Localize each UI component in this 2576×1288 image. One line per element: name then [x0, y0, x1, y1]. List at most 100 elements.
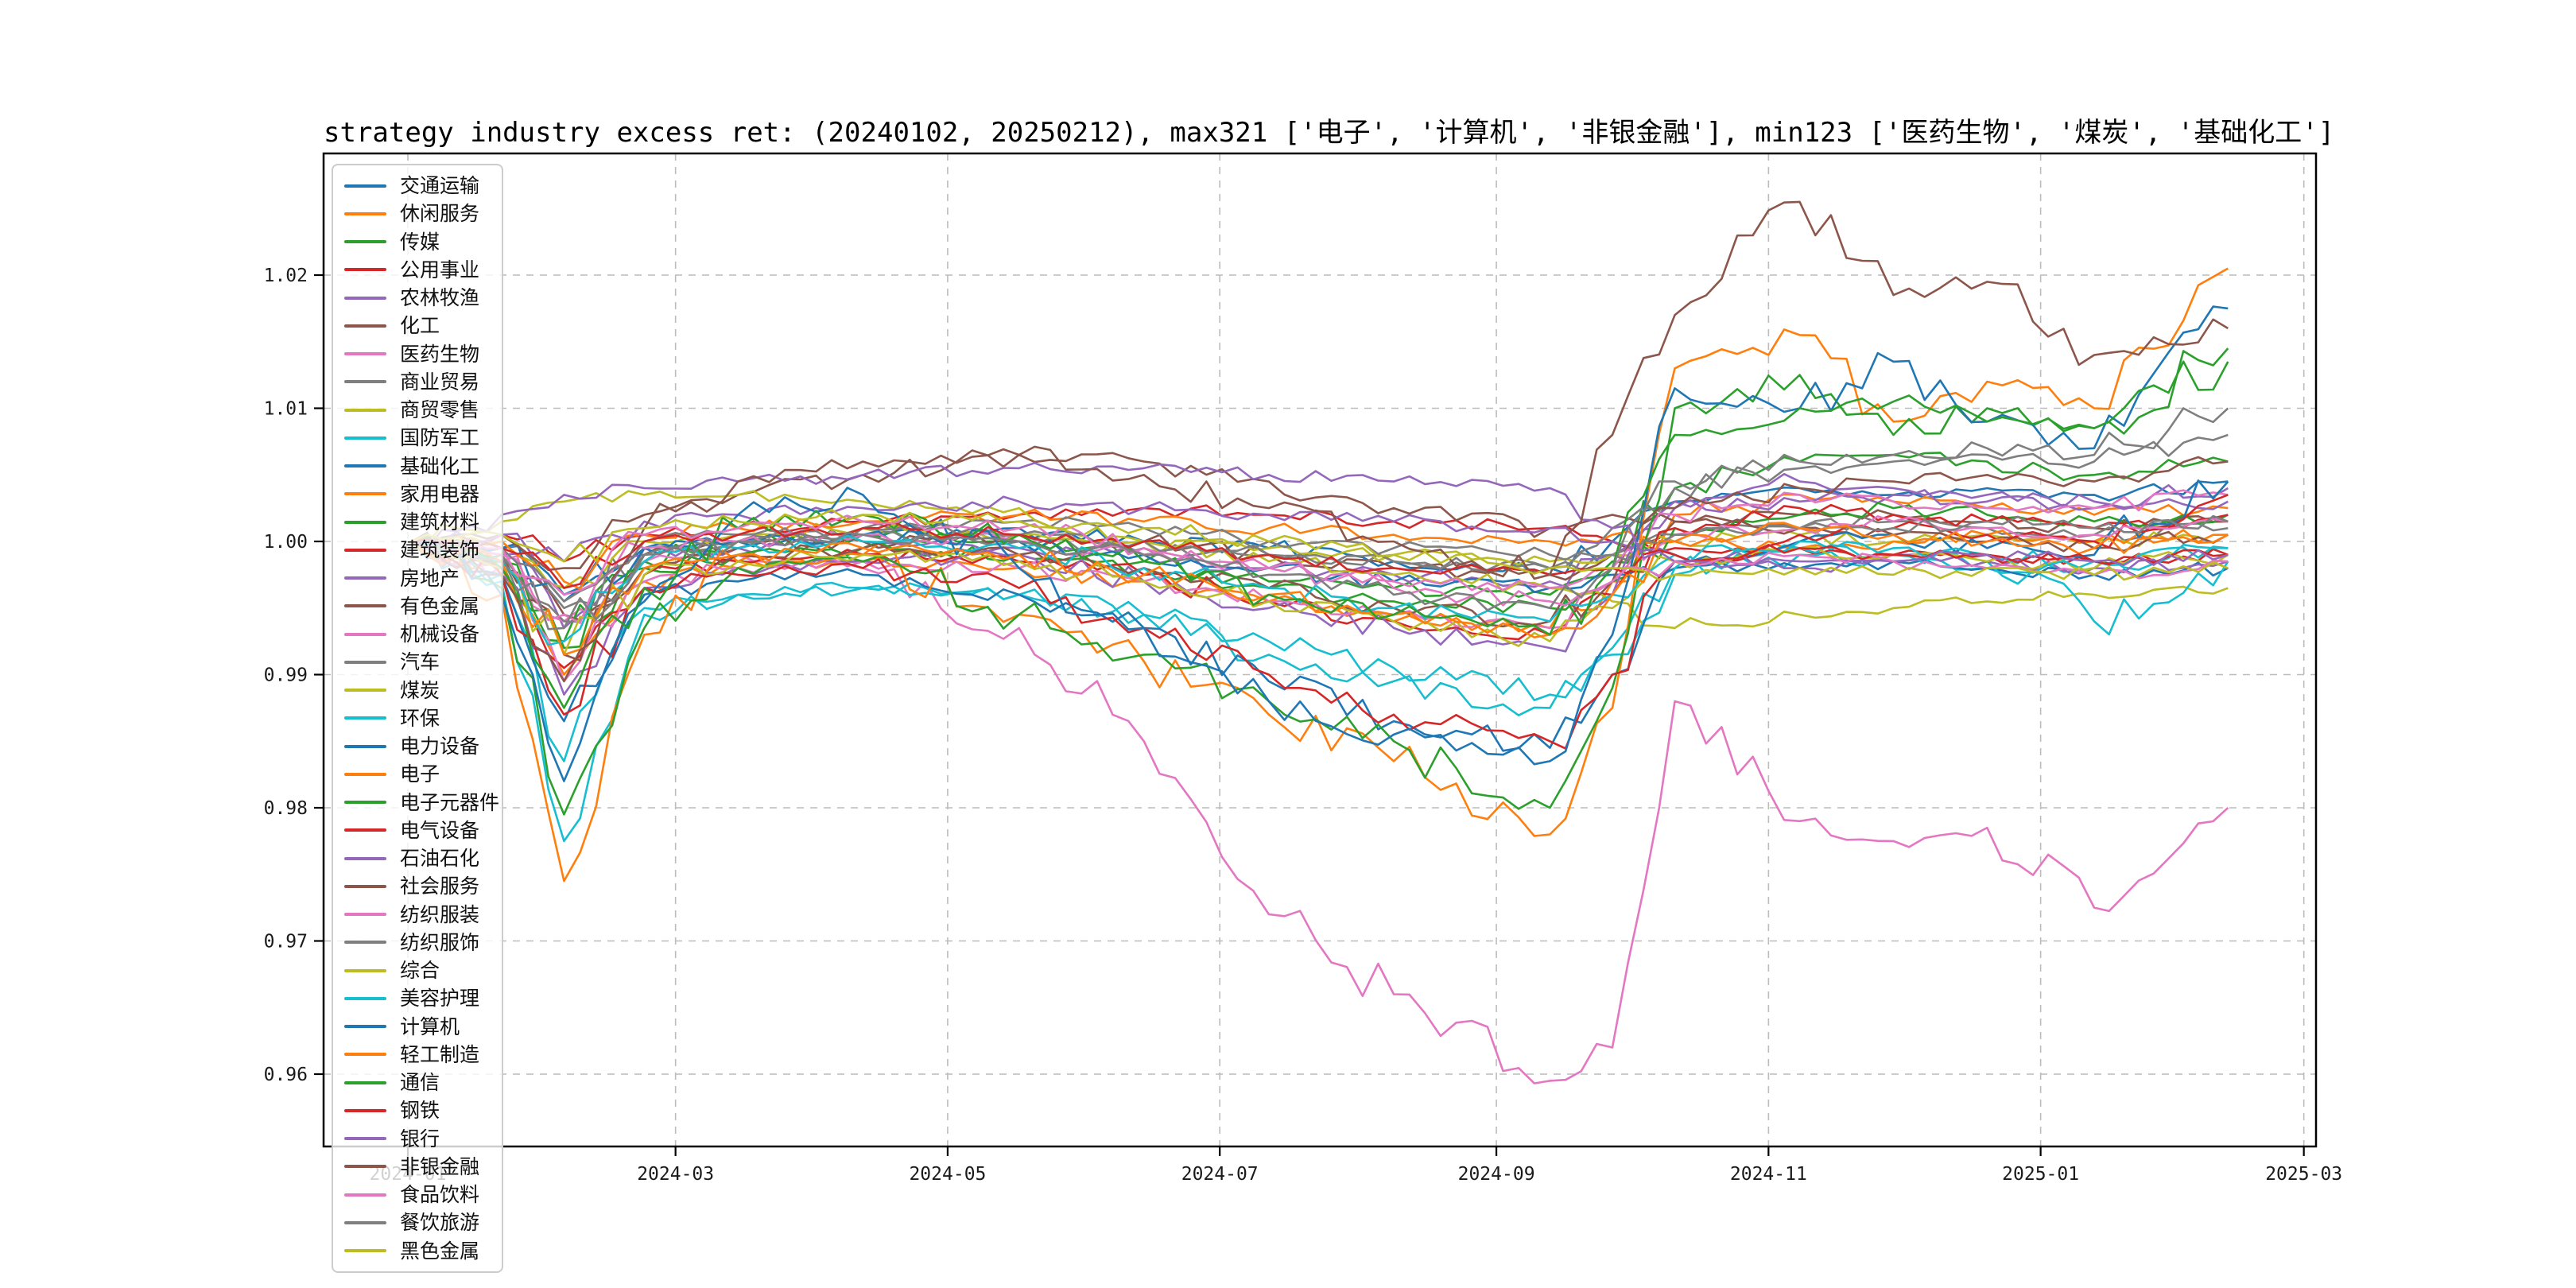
legend-label: 银行	[400, 1127, 440, 1150]
legend-item-25: 社会服务	[344, 872, 497, 900]
legend-item-8: 商贸零售	[344, 396, 497, 424]
legend-item-38: 黑色金属	[344, 1237, 497, 1265]
legend-item-9: 国防军工	[344, 424, 497, 452]
legend-line-swatch	[344, 1249, 386, 1252]
legend-item-20: 电力设备	[344, 732, 497, 760]
x-tick-label: 2024-05	[909, 1164, 986, 1185]
legend-label: 国防军工	[400, 426, 480, 450]
series-line-21	[411, 267, 2229, 883]
series-line-37	[412, 407, 2229, 630]
legend-item-22: 电子元器件	[344, 789, 500, 817]
legend-item-24: 石油石化	[344, 844, 497, 872]
legend-line-swatch	[344, 548, 386, 552]
legend-label: 公用事业	[400, 258, 480, 281]
legend-line-swatch	[344, 1080, 386, 1084]
legend-label: 纺织服饰	[400, 930, 480, 954]
legend-line-swatch	[344, 968, 386, 972]
legend-item-4: 农林牧渔	[344, 284, 497, 312]
legend-label: 基础化工	[400, 454, 480, 478]
legend-item-14: 房地产	[344, 564, 497, 592]
series-line-34	[412, 462, 2229, 573]
legend-line-swatch	[344, 1220, 386, 1224]
legend-label: 石油石化	[400, 847, 480, 870]
legend-label: 煤炭	[400, 678, 440, 702]
y-tick-label: 1.00	[264, 532, 308, 553]
legend-label: 汽车	[400, 650, 440, 674]
series-line-35	[411, 200, 2229, 683]
legend-line-swatch	[344, 689, 386, 692]
legend-item-10: 基础化工	[344, 452, 497, 480]
legend-line-swatch	[344, 268, 386, 272]
legend-line-swatch	[344, 576, 386, 580]
legend-line-swatch	[344, 1108, 386, 1112]
legend-line-swatch	[344, 632, 386, 636]
series-line-9	[412, 538, 2229, 843]
series-line-17	[412, 433, 2229, 623]
legend-line-swatch	[344, 436, 386, 440]
legend-item-13: 建筑装饰	[344, 536, 497, 564]
legend-label: 医药生物	[400, 342, 480, 366]
series-line-38	[412, 508, 2229, 581]
legend-line-swatch	[344, 660, 386, 664]
legend-label: 有色金属	[400, 594, 480, 618]
legend-label: 建筑材料	[400, 510, 480, 533]
plot-border	[322, 152, 2318, 1148]
legend-line-swatch	[344, 520, 386, 524]
series-line-11	[412, 508, 2229, 590]
y-tick-label: 0.96	[264, 1065, 308, 1085]
legend-item-33: 钢铁	[344, 1096, 497, 1124]
x-tick-label: 2025-03	[2265, 1164, 2342, 1185]
legend-item-5: 化工	[344, 312, 497, 339]
legend-item-3: 公用事业	[344, 256, 497, 284]
legend-item-6: 医药生物	[344, 340, 497, 368]
legend-item-21: 电子	[344, 760, 497, 788]
legend-item-18: 煤炭	[344, 677, 497, 704]
legend-item-7: 商业贸易	[344, 368, 497, 396]
legend-label: 纺织服装	[400, 902, 480, 926]
legend-item-35: 非银金融	[344, 1153, 497, 1181]
y-tick-label: 0.99	[264, 665, 308, 686]
legend-line-swatch	[344, 1193, 386, 1197]
y-tick-label: 0.97	[264, 932, 308, 952]
legend-label: 餐饮旅游	[400, 1211, 480, 1235]
legend-item-11: 家用电器	[344, 480, 497, 508]
legend-label: 美容护理	[400, 987, 480, 1011]
legend-item-12: 建筑材料	[344, 508, 497, 536]
legend-line-swatch	[344, 380, 386, 384]
series-line-20	[411, 479, 2229, 752]
legend-label: 传媒	[400, 230, 440, 254]
series-line-36	[412, 514, 2229, 607]
legend-label: 化工	[400, 314, 440, 338]
legend-line-swatch	[344, 913, 386, 916]
legend-item-30: 计算机	[344, 1013, 497, 1041]
legend-line-swatch	[344, 604, 386, 608]
legend-line-swatch	[344, 408, 386, 412]
legend-item-32: 通信	[344, 1069, 497, 1096]
x-tick-label: 2024-07	[1181, 1164, 1259, 1185]
series-line-15	[412, 449, 2229, 572]
legend-label: 社会服务	[400, 875, 480, 898]
legend-label: 非银金融	[400, 1154, 480, 1178]
x-tick-label: 2024-11	[1730, 1164, 1807, 1185]
legend-label: 轻工制造	[400, 1042, 480, 1066]
legend-label: 电子元器件	[400, 790, 500, 814]
x-tick-label: 2024-09	[1458, 1164, 1535, 1185]
legend-label: 休闲服务	[400, 202, 480, 226]
legend-item-2: 传媒	[344, 228, 497, 256]
legend-line-swatch	[344, 884, 386, 888]
legend-label: 电子	[400, 762, 440, 786]
legend-label: 食品饮料	[400, 1183, 480, 1206]
legend-line-swatch	[344, 996, 386, 1000]
legend-label: 机械设备	[400, 623, 480, 646]
legend-line-swatch	[344, 352, 386, 355]
legend-line-swatch	[344, 240, 386, 243]
legend-line-swatch	[344, 324, 386, 328]
legend-item-16: 机械设备	[344, 620, 497, 648]
x-tick-label: 2025-01	[2002, 1164, 2079, 1185]
series-line-24	[412, 495, 2229, 575]
chart-title: strategy industry excess ret: (20240102,…	[324, 117, 2335, 149]
legend-item-34: 银行	[344, 1125, 497, 1153]
legend-item-29: 美容护理	[344, 984, 497, 1012]
